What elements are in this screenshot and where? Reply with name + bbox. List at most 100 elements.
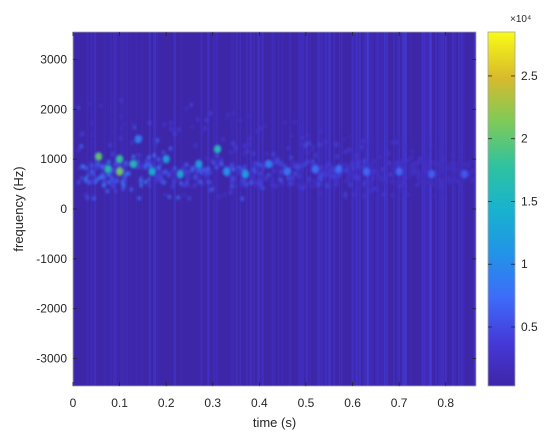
- energy-cell: [318, 191, 322, 195]
- energy-cell: [237, 166, 241, 170]
- noise-streak: [104, 32, 106, 386]
- noise-streak: [236, 32, 238, 386]
- colorbar-tick-label: 1: [521, 257, 528, 271]
- noise-streak: [404, 32, 407, 386]
- energy-cell: [139, 183, 143, 188]
- noise-streak: [109, 32, 112, 386]
- energy-cell: [173, 109, 177, 114]
- energy-cell: [297, 184, 302, 189]
- energy-cell: [382, 175, 387, 180]
- energy-cell: [333, 187, 337, 191]
- energy-cell: [286, 146, 290, 151]
- energy-cell: [147, 155, 151, 160]
- energy-cell: [458, 176, 462, 181]
- energy-cell: [333, 174, 337, 179]
- energy-cell: [91, 132, 95, 137]
- energy-cell: [283, 120, 287, 125]
- noise-streak: [309, 32, 311, 386]
- energy-cell: [102, 175, 106, 180]
- energy-cell: [365, 163, 369, 168]
- energy-cell: [123, 174, 127, 179]
- energy-cell: [437, 178, 441, 183]
- energy-cell: [112, 182, 116, 187]
- energy-cell: [124, 161, 128, 165]
- noise-streak: [272, 32, 274, 386]
- noise-streak: [135, 32, 138, 386]
- energy-cell: [444, 195, 448, 200]
- energy-cell: [317, 182, 321, 187]
- energy-cell: [194, 173, 198, 177]
- energy-cell: [307, 176, 311, 181]
- energy-cell: [303, 183, 307, 188]
- energy-cell: [444, 161, 448, 166]
- energy-cell: [431, 161, 435, 165]
- colorbar-tick-label: 2: [521, 132, 528, 146]
- energy-cell: [323, 144, 327, 148]
- energy-cell: [248, 136, 252, 141]
- noise-streak: [86, 32, 89, 386]
- energy-cell: [211, 186, 215, 191]
- noise-streak: [271, 32, 274, 386]
- energy-cell: [471, 169, 475, 174]
- energy-cell: [212, 160, 216, 165]
- energy-cell: [413, 161, 417, 166]
- energy-cell: [171, 175, 175, 180]
- energy-cell: [310, 168, 314, 172]
- energy-cell: [449, 169, 453, 174]
- energy-cell: [90, 172, 94, 177]
- energy-cell: [417, 169, 421, 174]
- energy-cell: [307, 179, 311, 184]
- energy-cell: [270, 178, 274, 183]
- energy-cell: [372, 159, 376, 164]
- energy-cell: [77, 180, 81, 185]
- energy-peak: [195, 159, 203, 169]
- energy-cell: [240, 178, 244, 183]
- energy-cell: [242, 178, 246, 183]
- energy-cell: [132, 125, 137, 130]
- colorbar: 0.5 1 1.5 2 2.5 ×10⁴: [487, 14, 538, 387]
- energy-band: [76, 98, 475, 201]
- energy-cell: [146, 162, 150, 167]
- energy-peak: [116, 154, 124, 164]
- energy-cell: [242, 143, 247, 148]
- energy-cell: [425, 169, 429, 174]
- noise-streak: [457, 32, 459, 386]
- noise-streak: [253, 32, 255, 386]
- energy-cell: [199, 180, 203, 185]
- energy-cell: [185, 176, 189, 181]
- energy-cell: [273, 158, 278, 163]
- energy-cell: [189, 102, 193, 107]
- energy-cell: [368, 163, 372, 168]
- energy-cell: [102, 177, 106, 182]
- energy-cell: [144, 180, 148, 184]
- energy-cell: [109, 172, 113, 177]
- energy-peak: [148, 167, 156, 176]
- energy-cell: [400, 159, 404, 164]
- energy-cell: [244, 182, 249, 187]
- energy-cell: [221, 137, 225, 142]
- noise-streak: [356, 32, 358, 386]
- energy-cell: [342, 162, 346, 167]
- energy-cell: [121, 178, 125, 183]
- energy-cell: [369, 189, 373, 194]
- noise-streak: [152, 32, 155, 386]
- energy-cell: [304, 144, 308, 148]
- energy-cell: [436, 162, 440, 167]
- noise-streak: [398, 32, 400, 386]
- energy-cell: [344, 164, 348, 169]
- energy-cell: [199, 166, 203, 171]
- energy-cell: [88, 161, 92, 166]
- energy-cell: [77, 148, 81, 153]
- energy-cell: [79, 176, 84, 181]
- noise-streak: [232, 32, 234, 386]
- energy-cell: [118, 136, 123, 141]
- energy-cell: [305, 150, 309, 155]
- energy-cell: [305, 141, 309, 146]
- energy-cell: [97, 163, 101, 168]
- energy-cell: [428, 148, 432, 153]
- energy-cell: [251, 168, 255, 173]
- x-tick-label: 0.2: [158, 396, 175, 410]
- energy-cell: [237, 168, 242, 173]
- energy-cell: [373, 169, 377, 174]
